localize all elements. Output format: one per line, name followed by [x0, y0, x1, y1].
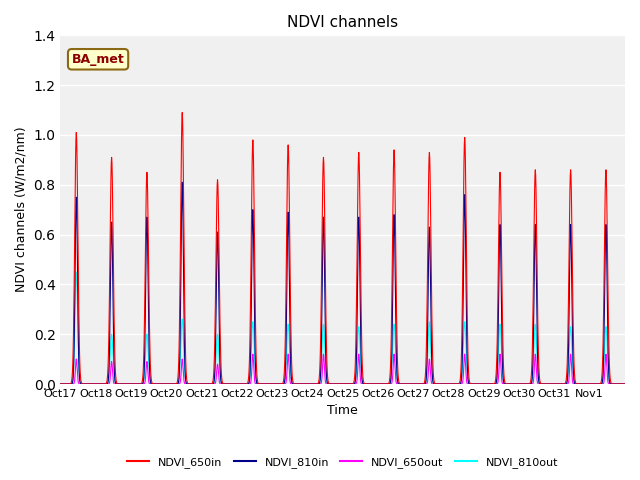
NDVI_650in	[446, 381, 454, 387]
NDVI_810in	[446, 381, 454, 387]
NDVI_650in	[312, 381, 320, 387]
NDVI_810out	[158, 381, 166, 387]
NDVI_650out	[585, 381, 593, 387]
NDVI_650in	[621, 381, 629, 387]
NDVI_810in	[56, 381, 64, 387]
Text: BA_met: BA_met	[72, 53, 124, 66]
Line: NDVI_810in: NDVI_810in	[60, 182, 625, 384]
NDVI_650out	[312, 381, 320, 387]
NDVI_810out	[446, 381, 454, 387]
NDVI_650out	[157, 381, 165, 387]
NDVI_650in	[585, 381, 593, 387]
NDVI_810in	[312, 381, 320, 387]
NDVI_810in	[346, 381, 353, 387]
NDVI_650out	[67, 381, 75, 387]
Title: NDVI channels: NDVI channels	[287, 15, 398, 30]
Line: NDVI_810out: NDVI_810out	[60, 272, 625, 384]
NDVI_810in	[67, 381, 75, 387]
Legend: NDVI_650in, NDVI_810in, NDVI_650out, NDVI_810out: NDVI_650in, NDVI_810in, NDVI_650out, NDV…	[122, 452, 563, 472]
NDVI_810in	[157, 381, 165, 387]
NDVI_810out	[585, 381, 593, 387]
NDVI_650out	[446, 381, 454, 387]
NDVI_810out	[72, 269, 80, 275]
Line: NDVI_650out: NDVI_650out	[60, 354, 625, 384]
NDVI_650in	[67, 380, 75, 386]
NDVI_810in	[585, 381, 593, 387]
NDVI_650out	[249, 351, 257, 357]
NDVI_810out	[67, 381, 75, 387]
NDVI_650out	[621, 381, 629, 387]
NDVI_650in	[157, 381, 165, 387]
NDVI_650in	[346, 381, 353, 387]
NDVI_810in	[179, 180, 186, 185]
NDVI_650in	[56, 381, 64, 387]
NDVI_810out	[56, 381, 64, 387]
NDVI_810out	[312, 381, 320, 387]
X-axis label: Time: Time	[327, 405, 358, 418]
NDVI_650out	[56, 381, 64, 387]
NDVI_650out	[346, 381, 353, 387]
Line: NDVI_650in: NDVI_650in	[60, 112, 625, 384]
NDVI_810in	[621, 381, 629, 387]
NDVI_810out	[621, 381, 629, 387]
Y-axis label: NDVI channels (W/m2/nm): NDVI channels (W/m2/nm)	[15, 127, 28, 292]
NDVI_650in	[179, 109, 186, 115]
NDVI_810out	[346, 381, 353, 387]
